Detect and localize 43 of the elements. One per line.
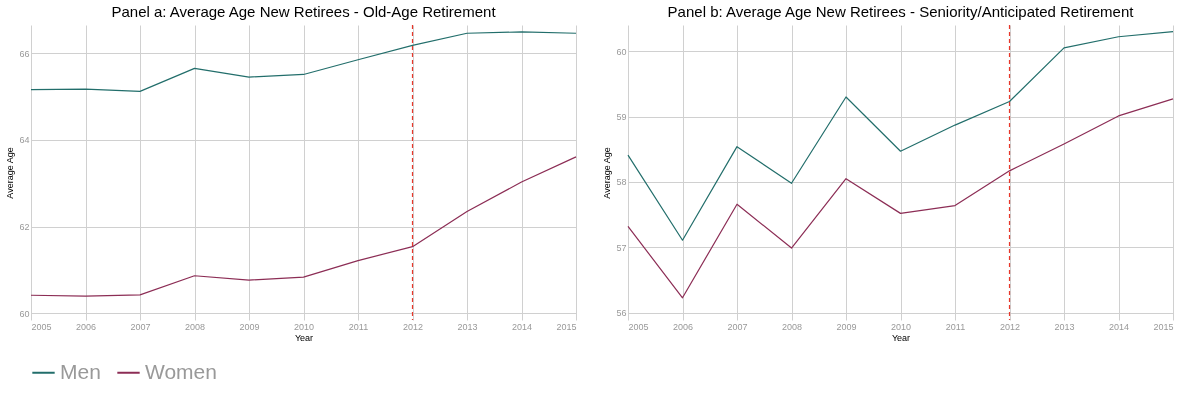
x-tick-label: 2015 — [1153, 321, 1174, 332]
y-axis-title: Average Age — [5, 147, 16, 199]
x-tick-label: 2005 — [31, 321, 52, 332]
y-tick-label: 60 — [616, 46, 627, 57]
x-axis-title: Year — [891, 332, 911, 343]
x-tick-label: 2008 — [781, 321, 803, 332]
x-tick-label: 2011 — [348, 321, 369, 332]
x-tick-label: 2012 — [999, 321, 1021, 332]
x-tick-label: 2007 — [727, 321, 748, 332]
x-tick-label: 2010 — [890, 321, 912, 332]
x-tick-label: 2006 — [75, 321, 97, 332]
chart-title: Panel b: Average Age New Retirees - Seniority/Anticipated Retirement — [667, 3, 1135, 21]
legend-label: Men — [60, 359, 101, 383]
line-series — [30, 31, 577, 92]
chart-title: Panel a: Average Age New Retirees - Old-Age Retirement — [111, 3, 497, 21]
x-tick-label: 2009 — [836, 321, 857, 332]
x-tick-label: 2014 — [1108, 321, 1130, 332]
legend-label: Women — [145, 359, 217, 383]
y-tick-label: 62 — [19, 222, 30, 233]
y-tick-label: 66 — [19, 48, 30, 59]
x-tick-label: 2005 — [628, 321, 649, 332]
x-axis-title: Year — [294, 332, 314, 343]
y-tick-label: 57 — [616, 242, 627, 253]
x-tick-label: 2013 — [1054, 321, 1075, 332]
x-tick-label: 2008 — [184, 321, 206, 332]
x-tick-label: 2012 — [402, 321, 424, 332]
y-tick-label: 58 — [616, 177, 627, 188]
x-tick-label: 2014 — [511, 321, 533, 332]
y-tick-label: 59 — [616, 112, 627, 123]
line-series — [627, 30, 1174, 241]
y-tick-label: 60 — [19, 308, 30, 319]
line-series — [30, 156, 577, 297]
y-axis-title: Average Age — [602, 147, 613, 199]
line-series — [627, 98, 1174, 299]
x-tick-label: 2007 — [130, 321, 151, 332]
x-tick-label: 2011 — [945, 321, 966, 332]
x-tick-label: 2006 — [672, 321, 694, 332]
y-tick-label: 64 — [19, 135, 30, 146]
x-tick-label: 2010 — [293, 321, 315, 332]
y-tick-label: 56 — [616, 308, 627, 319]
x-tick-label: 2015 — [556, 321, 577, 332]
x-tick-label: 2009 — [239, 321, 260, 332]
x-tick-label: 2013 — [457, 321, 478, 332]
